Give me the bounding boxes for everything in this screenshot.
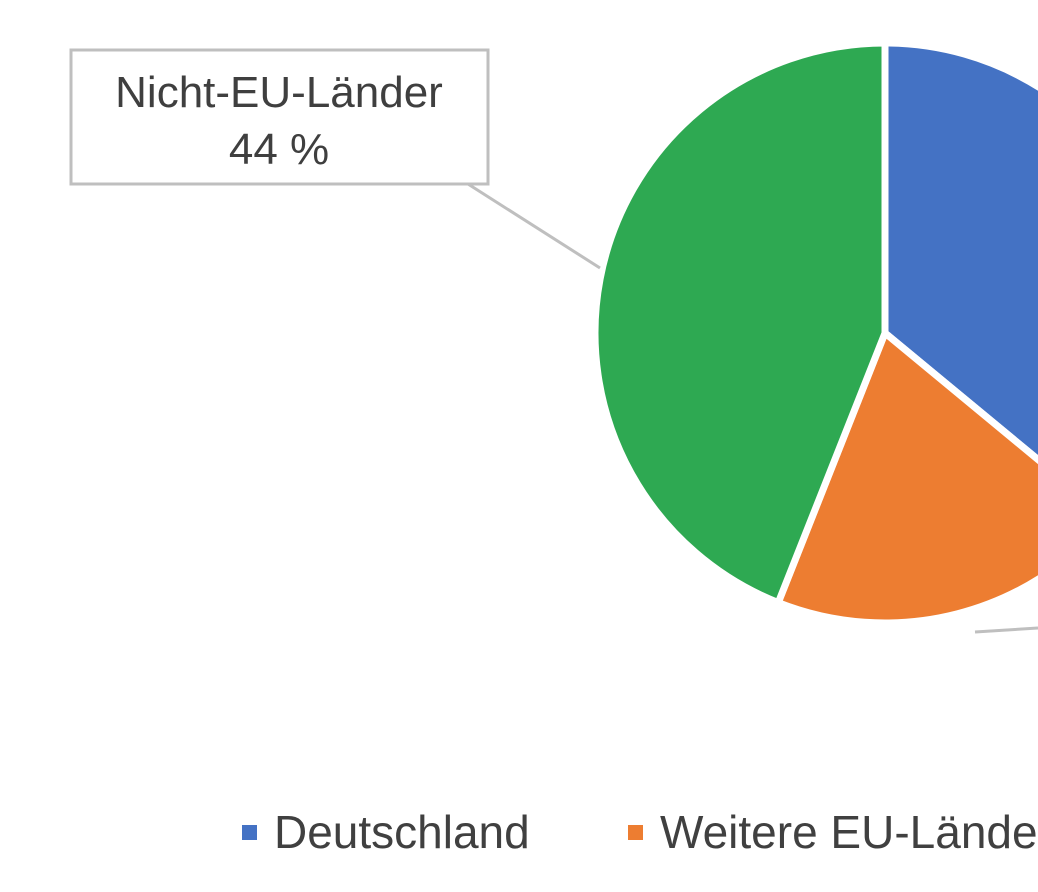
leader-line-nicht-eu: [418, 182, 601, 270]
data-label-category: Nicht-EU-Länder: [115, 68, 443, 117]
legend-swatch-weitere-eu: [628, 825, 643, 840]
legend-label-weitere-eu: Weitere EU-Länder: [660, 806, 1038, 858]
legend-label-deutschland: Deutschland: [274, 806, 530, 858]
pie-slice-nicht-eu-l-nder: [591, 39, 889, 607]
pie-slices: [591, 39, 1038, 627]
data-label-box: [69, 48, 490, 186]
data-label-percent: 44 %: [229, 125, 329, 174]
data-label-nicht-eu: Nicht-EU-Länder 44 %: [69, 48, 490, 186]
pie-slice-weitere-eu-l-nder: [774, 329, 1038, 627]
legend-swatch-deutschland: [242, 825, 257, 840]
leader-line-weitere-eu: [974, 626, 1038, 634]
legend: Deutschland Weitere EU-Länder: [242, 806, 1038, 858]
pie-slice-deutschland: [881, 39, 1038, 465]
